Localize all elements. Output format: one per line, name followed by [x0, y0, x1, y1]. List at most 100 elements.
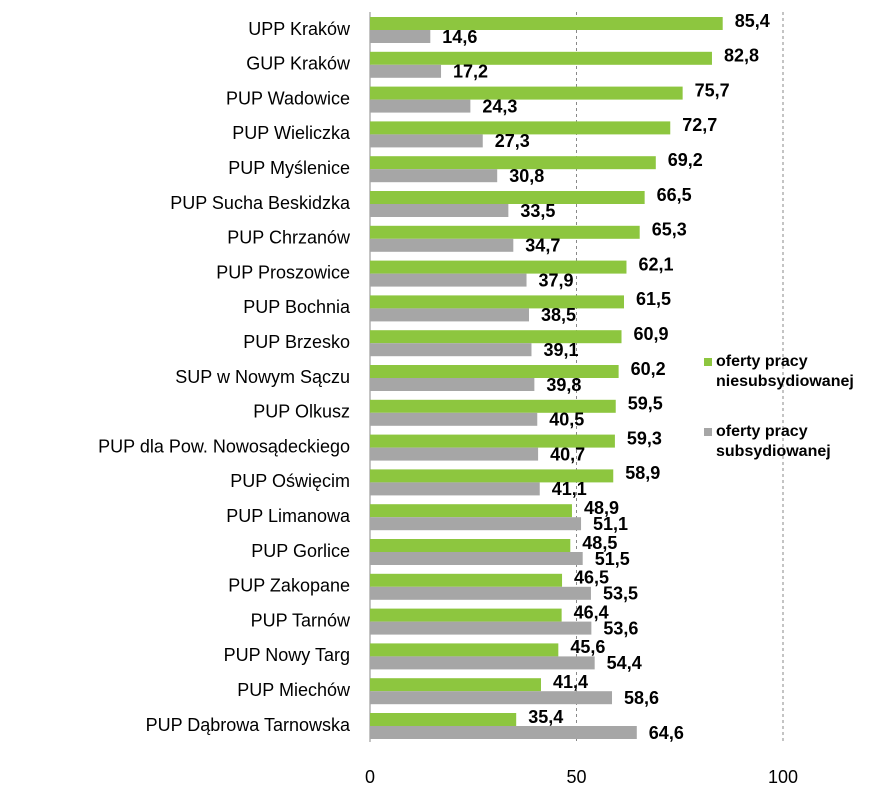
y-tick-label: GUP Kraków — [246, 54, 351, 74]
bar — [370, 156, 656, 170]
data-label: 34,7 — [525, 236, 560, 256]
data-label: 46,5 — [574, 568, 609, 588]
bar — [370, 169, 498, 183]
bar — [370, 260, 627, 274]
data-label: 17,2 — [453, 62, 488, 82]
bar — [370, 273, 527, 287]
bar — [370, 504, 572, 518]
data-label: 24,3 — [482, 96, 517, 116]
data-label: 51,1 — [593, 514, 628, 534]
data-label: 41,4 — [553, 672, 588, 692]
bar — [370, 621, 592, 635]
x-tick-label: 0 — [365, 767, 375, 787]
x-tick-label: 100 — [768, 767, 798, 787]
y-tick-label: PUP Miechów — [237, 680, 351, 700]
bar — [370, 134, 483, 148]
y-tick-label: PUP Bochnia — [243, 297, 351, 317]
bar — [370, 86, 683, 100]
y-tick-label: PUP Brzesko — [243, 332, 350, 352]
data-label: 37,9 — [539, 270, 574, 290]
bar — [370, 191, 645, 204]
data-label: 41,1 — [552, 479, 587, 499]
y-tick-label: PUP Chrzanów — [227, 228, 351, 248]
y-tick-label: SUP w Nowym Sączu — [175, 367, 350, 387]
y-tick-label: PUP Dąbrowa Tarnowska — [146, 715, 351, 735]
data-label: 69,2 — [668, 150, 703, 170]
bar — [370, 295, 624, 309]
bar — [370, 343, 532, 357]
bar — [370, 691, 613, 705]
data-label: 58,9 — [625, 463, 660, 483]
bar — [370, 412, 538, 426]
bar — [370, 378, 535, 391]
bar — [370, 51, 712, 65]
bar — [370, 469, 614, 483]
bar — [370, 656, 595, 670]
y-tick-label: PUP Oświęcim — [230, 471, 350, 491]
bar — [370, 517, 582, 531]
legend-label: oferty pracy niesubsydiowanej — [716, 353, 854, 390]
data-label: 14,6 — [442, 27, 477, 47]
y-tick-label: UPP Kraków — [248, 19, 351, 39]
legend-item: oferty pracy subsydiowanej — [704, 422, 894, 462]
data-label: 53,5 — [603, 584, 638, 604]
data-label: 30,8 — [509, 166, 544, 186]
y-tick-label: PUP Nowy Targ — [224, 645, 350, 665]
bar — [370, 713, 517, 726]
bar — [370, 678, 541, 692]
data-label: 60,9 — [634, 324, 669, 344]
bar — [370, 238, 514, 252]
y-tick-label: PUP dla Pow. Nowosądeckiego — [98, 436, 350, 456]
bar — [370, 586, 591, 600]
bar — [370, 225, 640, 239]
legend-label: oferty pracy subsydiowanej — [716, 423, 831, 460]
y-tick-label: PUP Proszowice — [216, 262, 350, 282]
bar — [370, 121, 671, 135]
bar — [370, 204, 509, 217]
y-tick-label: PUP Sucha Beskidzka — [170, 193, 351, 213]
data-label: 82,8 — [724, 46, 759, 66]
data-label: 85,4 — [735, 11, 770, 31]
bar — [370, 17, 723, 30]
bar — [370, 482, 540, 496]
data-label: 58,6 — [624, 688, 659, 708]
bar — [370, 726, 637, 739]
data-label: 61,5 — [636, 289, 671, 309]
y-tick-label: PUP Wieliczka — [232, 123, 351, 143]
data-label: 35,4 — [528, 707, 563, 727]
data-label: 27,3 — [495, 131, 530, 151]
data-label: 72,7 — [682, 115, 717, 135]
data-label: 75,7 — [695, 80, 730, 100]
bar — [370, 552, 583, 565]
data-label: 48,5 — [582, 533, 617, 553]
data-label: 66,5 — [657, 185, 692, 205]
data-label: 60,2 — [631, 359, 666, 379]
data-label: 33,5 — [520, 201, 555, 221]
bar — [370, 99, 471, 113]
bar — [370, 447, 539, 461]
legend-swatch — [704, 428, 712, 436]
legend-swatch — [704, 358, 712, 366]
data-label: 39,8 — [546, 375, 581, 395]
y-tick-label: PUP Zakopane — [228, 576, 350, 596]
y-tick-label: PUP Olkusz — [253, 402, 350, 422]
bar — [370, 399, 616, 413]
y-tick-label: PUP Wadowice — [226, 88, 350, 108]
data-label: 48,9 — [584, 498, 619, 518]
bar — [370, 573, 563, 587]
bar — [370, 365, 619, 378]
data-label: 64,6 — [649, 723, 684, 743]
legend-item: oferty pracy niesubsydiowanej — [704, 352, 894, 392]
y-tick-label: PUP Limanowa — [226, 506, 351, 526]
y-tick-label: PUP Myślenice — [228, 158, 350, 178]
data-label: 46,4 — [574, 602, 609, 622]
bar — [370, 608, 562, 622]
y-tick-label: PUP Gorlice — [251, 541, 350, 561]
bar — [370, 434, 615, 448]
data-label: 62,1 — [638, 254, 673, 274]
data-label: 38,5 — [541, 305, 576, 325]
x-tick-label: 50 — [566, 767, 586, 787]
bar — [370, 308, 530, 322]
